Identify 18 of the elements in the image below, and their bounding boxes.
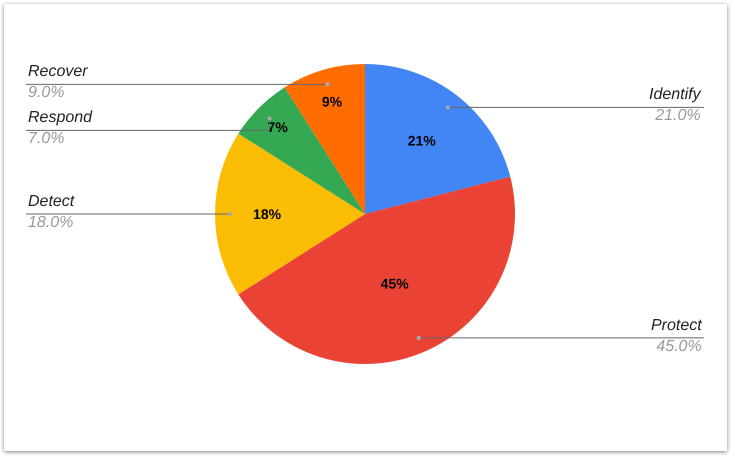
data-label: 45%	[380, 275, 410, 292]
pie-slice	[238, 176, 515, 364]
slice-label: Protect	[651, 317, 702, 334]
pie-slice	[365, 64, 510, 214]
data-label: 18%	[253, 206, 282, 222]
slice-label: Recover	[28, 63, 88, 80]
data-label: 9%	[322, 93, 343, 110]
slice-label: Respond	[28, 109, 94, 126]
pie-slice	[215, 134, 365, 294]
text: 45.0%	[656, 338, 702, 355]
slice-label: Detect	[28, 193, 75, 210]
data-label: 21%	[408, 132, 436, 149]
text: 21.0%	[654, 106, 701, 124]
text: 18.0%	[28, 214, 74, 231]
slice-label: Identify	[649, 86, 702, 103]
data-label: 7%	[268, 118, 288, 135]
text: 7.0%	[28, 130, 64, 147]
text: 9.0%	[28, 84, 64, 101]
